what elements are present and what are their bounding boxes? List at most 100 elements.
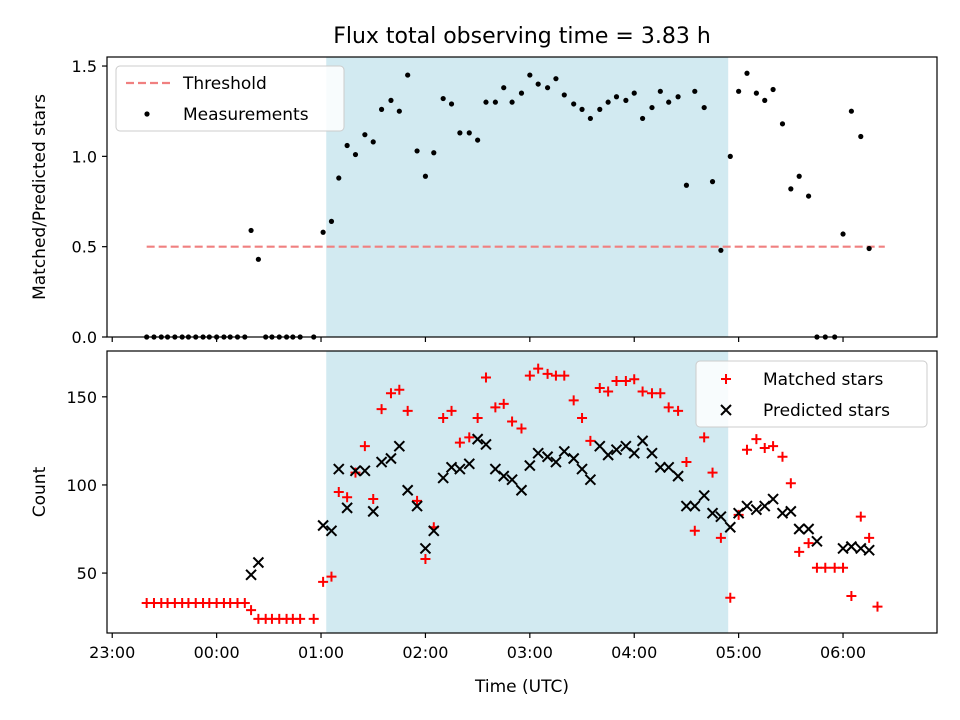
data-point xyxy=(457,130,463,136)
data-point xyxy=(498,398,509,409)
data-point xyxy=(584,473,597,486)
data-point xyxy=(863,544,875,556)
data-point xyxy=(411,500,423,512)
data-point xyxy=(577,412,588,423)
data-point xyxy=(559,370,570,381)
legend: Matched stars Predicted stars xyxy=(695,360,928,428)
data-point xyxy=(454,463,466,475)
data-point xyxy=(506,473,518,486)
data-point xyxy=(709,179,716,185)
data-point xyxy=(368,494,379,505)
data-point xyxy=(675,94,681,100)
series-predicted-stars xyxy=(245,433,875,581)
legend-measurements-swatch xyxy=(144,111,150,117)
data-point xyxy=(805,193,812,199)
data-point xyxy=(597,106,603,112)
data-point xyxy=(767,493,779,505)
data-point xyxy=(631,90,637,96)
data-point xyxy=(509,99,515,105)
data-point xyxy=(802,523,815,535)
data-point xyxy=(370,139,376,145)
data-point xyxy=(793,523,805,535)
data-point xyxy=(401,484,414,496)
data-point xyxy=(341,502,353,514)
legend-predicted-swatch xyxy=(720,404,732,416)
ratio-panel: 0.0 0.5 1.0 1.5 Matched/Predicted stars Thres… xyxy=(30,56,938,347)
data-point xyxy=(753,90,759,96)
data-point xyxy=(649,104,655,111)
data-point xyxy=(359,465,371,477)
data-point xyxy=(571,101,577,107)
data-point xyxy=(779,121,786,127)
data-point xyxy=(864,532,875,543)
data-point xyxy=(524,459,536,472)
data-point xyxy=(636,435,649,447)
x-tick-label: 05:00 xyxy=(716,643,762,662)
data-point xyxy=(803,538,814,549)
data-point xyxy=(454,437,465,448)
x-tick-label: 03:00 xyxy=(507,643,553,662)
data-point xyxy=(375,456,388,468)
data-point xyxy=(524,370,535,381)
data-point xyxy=(654,461,667,474)
data-point xyxy=(333,487,344,497)
data-point xyxy=(741,444,752,455)
data-point xyxy=(440,95,446,102)
data-point xyxy=(741,500,753,512)
x-tick-label: 04:00 xyxy=(611,643,657,662)
data-point xyxy=(663,402,674,413)
plot-frame xyxy=(106,56,938,338)
data-point xyxy=(724,521,736,533)
data-point xyxy=(561,92,567,98)
legend-box xyxy=(115,65,345,132)
data-point xyxy=(326,571,337,582)
data-point xyxy=(620,375,631,386)
data-point xyxy=(472,412,483,423)
x-tick-label: 02:00 xyxy=(402,643,448,662)
data-point xyxy=(550,370,561,381)
data-point xyxy=(376,404,387,415)
data-point xyxy=(646,388,657,399)
legend-matched-swatch xyxy=(721,374,731,384)
data-point xyxy=(623,97,629,103)
data-point xyxy=(550,456,562,468)
data-point xyxy=(594,383,605,394)
x-tick-label: 00:00 xyxy=(194,643,240,662)
data-point xyxy=(811,535,823,548)
data-point xyxy=(359,441,370,452)
data-point xyxy=(414,148,420,154)
data-point xyxy=(707,467,718,478)
data-point xyxy=(639,115,646,122)
data-point xyxy=(248,227,254,234)
data-point xyxy=(701,104,707,111)
data-point xyxy=(845,540,858,553)
data-point xyxy=(367,505,379,518)
data-point xyxy=(811,562,822,573)
data-point xyxy=(558,445,570,458)
data-point xyxy=(239,598,250,609)
data-point xyxy=(672,470,684,482)
data-point xyxy=(544,85,551,91)
data-point xyxy=(610,443,623,456)
data-point xyxy=(750,503,763,516)
data-point xyxy=(333,463,345,475)
legend-box xyxy=(695,360,928,428)
data-point xyxy=(320,229,326,235)
data-point xyxy=(396,108,402,114)
data-point xyxy=(428,525,440,537)
data-point xyxy=(438,412,449,423)
legend-measurements-label: Measurements xyxy=(183,105,309,125)
data-point xyxy=(751,434,762,445)
data-point xyxy=(715,532,726,543)
series-matched-stars xyxy=(141,363,883,624)
data-point xyxy=(317,519,329,532)
plot-frame xyxy=(106,350,938,634)
data-point xyxy=(445,461,458,474)
data-point xyxy=(585,435,596,446)
y-tick-label: 50 xyxy=(77,564,97,583)
data-point xyxy=(655,388,666,399)
data-point xyxy=(579,106,585,112)
data-point xyxy=(587,115,593,122)
data-point xyxy=(689,525,700,536)
data-point xyxy=(352,151,359,158)
